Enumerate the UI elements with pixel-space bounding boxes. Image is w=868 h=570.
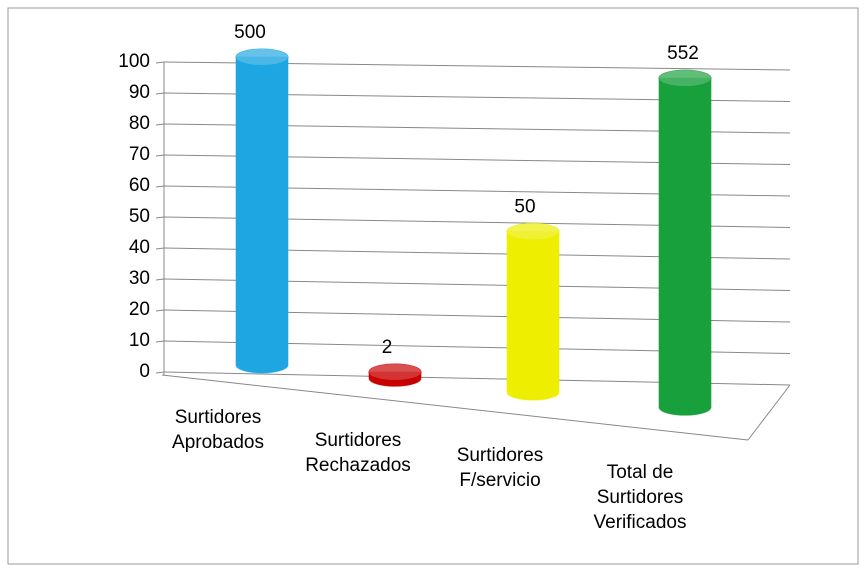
y-tick-label: 70 [129,144,150,165]
tick-mark [155,278,165,281]
bar [658,69,712,416]
floor-edge [161,374,749,441]
bar-top-shine [507,223,559,240]
tick-mark [155,371,165,374]
bar-top [368,363,422,381]
y-tick-label: 60 [129,175,150,196]
value-label: 2 [382,337,393,358]
tick-mark [155,309,165,312]
tick-mark [155,247,165,250]
y-tick-label: 80 [129,113,150,134]
bar-top-shine [369,364,421,381]
value-label: 552 [667,43,699,64]
x-tick-label: Total de Surtidores Verificados [593,462,687,533]
y-tick-label: 0 [139,361,150,382]
y-tick-label: 30 [129,268,150,289]
y-tick-label: 50 [129,206,150,227]
bar-top [235,48,289,66]
value-label: 50 [514,196,535,217]
tick-mark [155,185,165,188]
bar [506,222,560,401]
y-tick-label: 90 [129,82,150,103]
y-tick-label: 20 [129,299,150,320]
tick-mark [155,92,165,95]
x-tick-label: Surtidores Aprobados [172,407,264,453]
bar [368,363,422,387]
y-tick-label: 10 [129,330,150,351]
bar-top-shine [236,49,288,65]
tick-mark [155,154,165,157]
bar-top [658,69,712,87]
bar-body [506,230,560,401]
side-edge [747,384,791,441]
tick-mark [155,340,165,343]
tick-mark [155,216,165,219]
bar-body [235,56,289,374]
bar-top [506,222,560,240]
bar-top-shine [659,70,711,87]
x-tick-label: Surtidores Rechazados [305,430,411,476]
bar [235,48,289,374]
tick-mark [155,123,165,126]
bar-body [658,77,712,416]
x-tick-label: Surtidores F/servicio [456,445,544,491]
y-tick-label: 40 [129,237,150,258]
y-tick-label: 100 [118,51,150,72]
tick-mark [155,61,165,64]
value-label: 500 [234,22,266,43]
